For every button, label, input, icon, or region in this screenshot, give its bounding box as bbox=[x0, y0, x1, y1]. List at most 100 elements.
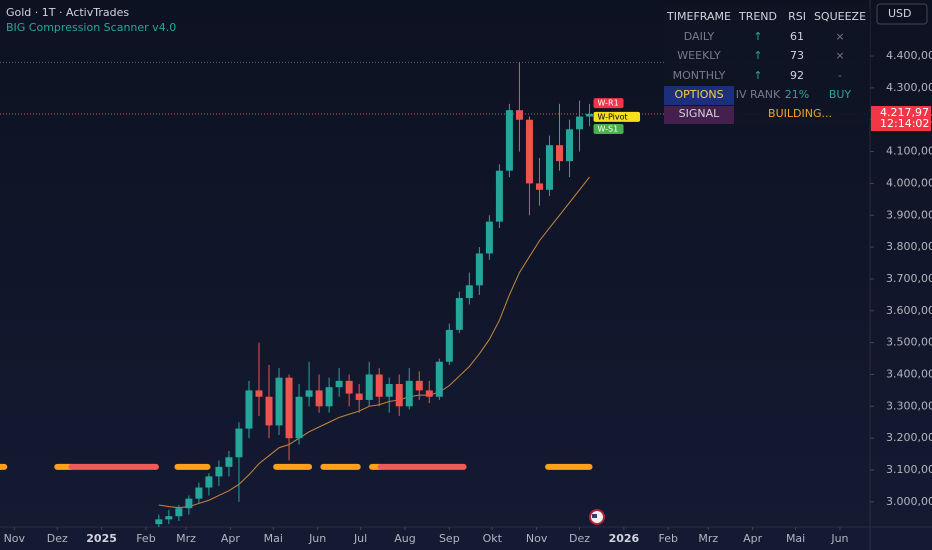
y-tick-label: 4.100,00 bbox=[886, 145, 932, 158]
x-tick-label: Mrz bbox=[176, 532, 196, 545]
candle-body bbox=[505, 110, 513, 171]
candle-body bbox=[195, 487, 203, 499]
table-header: TIMEFRAME bbox=[666, 10, 731, 23]
table-cell: ↑ bbox=[753, 69, 762, 82]
chart-title: Gold · 1T · ActivTrades bbox=[6, 6, 129, 19]
x-tick-label: Jun bbox=[830, 532, 848, 545]
table-cell: BUILDING... bbox=[768, 107, 832, 120]
table-header: RSI bbox=[788, 10, 806, 23]
candle-body bbox=[185, 498, 193, 509]
candle-body bbox=[385, 384, 393, 397]
candle-body bbox=[485, 221, 493, 254]
y-tick-label: 3.700,00 bbox=[886, 272, 932, 285]
table-cell: 92 bbox=[790, 69, 804, 82]
candle-body bbox=[295, 396, 303, 439]
y-tick-label: 4.300,00 bbox=[886, 81, 932, 94]
candle-body bbox=[345, 380, 353, 394]
candle-body bbox=[315, 390, 323, 407]
y-tick-label: 3.400,00 bbox=[886, 367, 932, 380]
table-cell: DAILY bbox=[684, 30, 715, 43]
table-cell: 21% bbox=[785, 88, 809, 101]
candle-body bbox=[445, 329, 453, 362]
candle-body bbox=[355, 393, 363, 400]
x-tick-label: Mai bbox=[786, 532, 805, 545]
row-bg bbox=[664, 86, 734, 105]
x-tick-label: Jul bbox=[353, 532, 367, 545]
candle-body bbox=[285, 377, 293, 439]
pivot-tag bbox=[593, 98, 624, 109]
candle-body bbox=[395, 384, 403, 407]
status-table: TIMEFRAME TREND RSI SQUEEZE DAILY ↑ 61 ×… bbox=[664, 7, 870, 124]
price-label: 4.217,97 bbox=[880, 106, 929, 119]
y-tick-label: 3.100,00 bbox=[886, 463, 932, 476]
y-tick-label: 3.900,00 bbox=[886, 208, 932, 221]
table-cell: ↑ bbox=[753, 49, 762, 62]
x-tick-label: Dez bbox=[47, 532, 68, 545]
candle-body bbox=[425, 390, 433, 397]
countdown: 12:14:02 bbox=[880, 117, 929, 130]
price-tag bbox=[871, 106, 931, 132]
candle-body bbox=[435, 361, 443, 397]
y-tick-label: 4.400,00 bbox=[886, 49, 932, 62]
table-cell: MONTHLY bbox=[673, 69, 726, 82]
x-tick-label: 2025 bbox=[86, 532, 117, 545]
y-tick-label: 3.500,00 bbox=[886, 336, 932, 349]
event-flag bbox=[589, 509, 605, 525]
candle-body bbox=[576, 116, 584, 130]
candle-body bbox=[305, 390, 313, 397]
x-tick-label: 2026 bbox=[609, 532, 640, 545]
candle-body bbox=[495, 170, 503, 222]
candle-body bbox=[325, 387, 333, 407]
table-header: TREND bbox=[738, 10, 777, 23]
x-tick-label: Apr bbox=[221, 532, 241, 545]
candle-body bbox=[205, 476, 213, 488]
x-tick-label: Sep bbox=[439, 532, 460, 545]
candle-body bbox=[525, 119, 533, 184]
y-tick-label: 3.600,00 bbox=[886, 304, 932, 317]
candle-body bbox=[415, 380, 423, 391]
candle-body bbox=[275, 377, 283, 426]
x-tick-label: Dez bbox=[569, 532, 590, 545]
candle-body bbox=[165, 516, 173, 520]
candle-body bbox=[555, 145, 563, 162]
candle-body bbox=[475, 253, 483, 286]
candle-body bbox=[465, 285, 473, 299]
table-cell: SIGNAL bbox=[679, 107, 721, 120]
candle-body bbox=[155, 519, 163, 525]
x-tick-label: Mrz bbox=[698, 532, 718, 545]
y-tick-label: 3.000,00 bbox=[886, 495, 932, 508]
moving-average bbox=[158, 176, 590, 509]
x-tick-label: Mai bbox=[264, 532, 283, 545]
table-header: SQUEEZE bbox=[814, 10, 866, 23]
x-tick-label: Aug bbox=[394, 532, 415, 545]
x-tick-label: Nov bbox=[526, 532, 548, 545]
table-cell: × bbox=[835, 30, 844, 43]
candle-body bbox=[335, 380, 343, 388]
candle-body bbox=[265, 396, 273, 426]
x-tick-label: Feb bbox=[658, 532, 677, 545]
table-cell: - bbox=[838, 69, 842, 82]
table-cell: OPTIONS bbox=[674, 88, 723, 101]
candle-body bbox=[375, 374, 383, 397]
pivot-label: W-Pivot bbox=[598, 112, 628, 121]
row-bg bbox=[664, 106, 734, 124]
currency-button[interactable] bbox=[876, 3, 928, 25]
currency-label: USD bbox=[888, 7, 912, 20]
candle-body bbox=[235, 428, 243, 458]
table-cell: IV RANK bbox=[736, 88, 781, 101]
candle-body bbox=[515, 110, 523, 120]
candle-body bbox=[365, 374, 373, 400]
indicator-name: BIG Compression Scanner v4.0 bbox=[6, 21, 176, 34]
pivot-tag bbox=[593, 123, 624, 134]
candle-body bbox=[586, 113, 594, 117]
table-cell: 73 bbox=[790, 49, 804, 62]
candle-body bbox=[215, 466, 223, 477]
table-cell: 61 bbox=[790, 30, 804, 43]
pivot-tag bbox=[593, 111, 641, 122]
x-tick-label: Apr bbox=[743, 532, 763, 545]
x-tick-label: Okt bbox=[483, 532, 503, 545]
table-cell: WEEKLY bbox=[677, 49, 721, 62]
candle-body bbox=[255, 390, 263, 397]
table-cell: BUY bbox=[829, 88, 852, 101]
